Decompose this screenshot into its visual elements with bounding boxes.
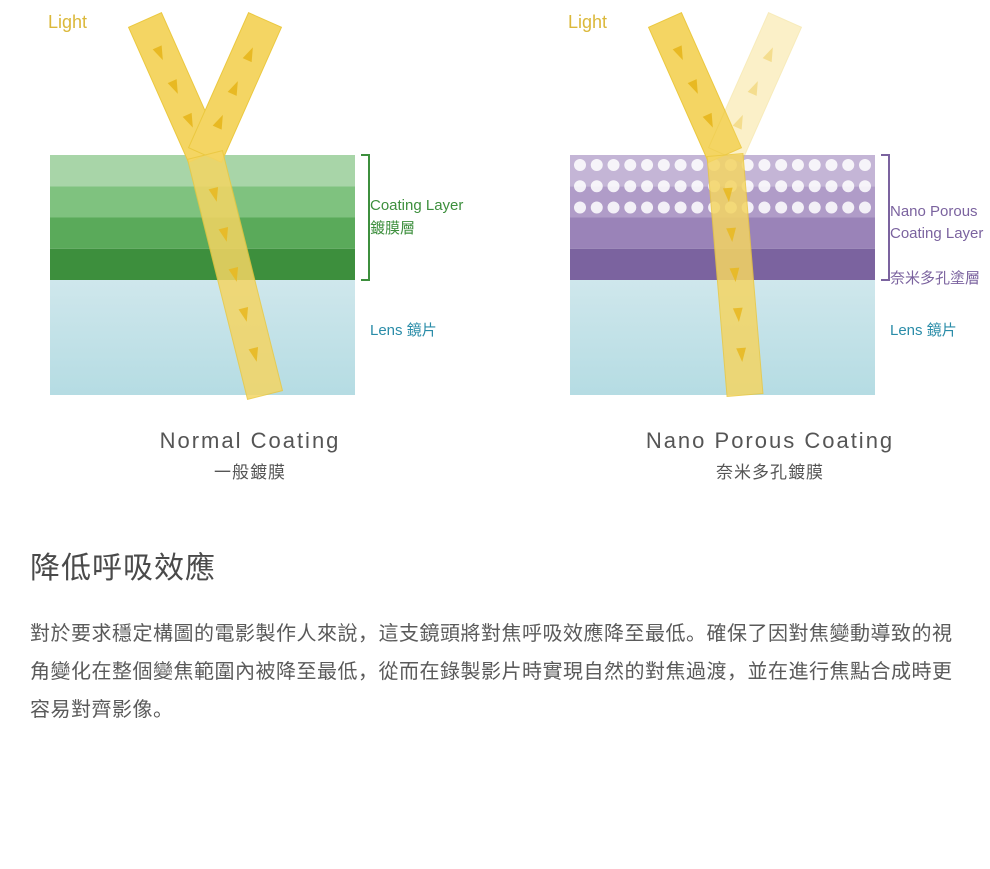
text-section: 降低呼吸效應 對於要求穩定構圖的電影製作人來說，這支鏡頭將對焦呼吸效應降至最低。… [0, 483, 990, 729]
light-label-left: Light [48, 12, 87, 33]
light-label-right: Light [568, 12, 607, 33]
diagram-canvas-left: Light Coating Layer 鍍膜層 Lens 鏡片 [30, 0, 470, 420]
caption-zh-right: 奈米多孔鍍膜 [550, 458, 990, 483]
diagrams-row: Light Coating Layer 鍍膜層 Lens 鏡片 Normal C… [0, 0, 990, 483]
caption-en-left: Normal Coating [30, 428, 470, 454]
caption-right: Nano Porous Coating 奈米多孔鍍膜 [550, 428, 990, 483]
section-heading: 降低呼吸效應 [30, 543, 960, 587]
coating-layer-label-right: Nano Porous Coating Layer 奈米多孔塗層 [890, 178, 983, 313]
caption-en-right: Nano Porous Coating [550, 428, 990, 454]
coating-layer-label-left: Coating Layer 鍍膜層 [370, 195, 463, 240]
diagram-normal-coating: Light Coating Layer 鍍膜層 Lens 鏡片 Normal C… [30, 0, 470, 483]
lens-label-left: Lens 鏡片 [370, 320, 437, 343]
lens-label-right: Lens 鏡片 [890, 320, 957, 343]
caption-left: Normal Coating 一般鍍膜 [30, 428, 470, 483]
diagram-nano-porous-coating: Light Nano Porous Coating Layer 奈米多孔塗層 L… [550, 0, 990, 483]
caption-zh-left: 一般鍍膜 [30, 458, 470, 483]
diagram-canvas-right: Light Nano Porous Coating Layer 奈米多孔塗層 L… [550, 0, 990, 420]
section-body: 對於要求穩定構圖的電影製作人來說，這支鏡頭將對焦呼吸效應降至最低。確保了因對焦變… [30, 615, 960, 729]
